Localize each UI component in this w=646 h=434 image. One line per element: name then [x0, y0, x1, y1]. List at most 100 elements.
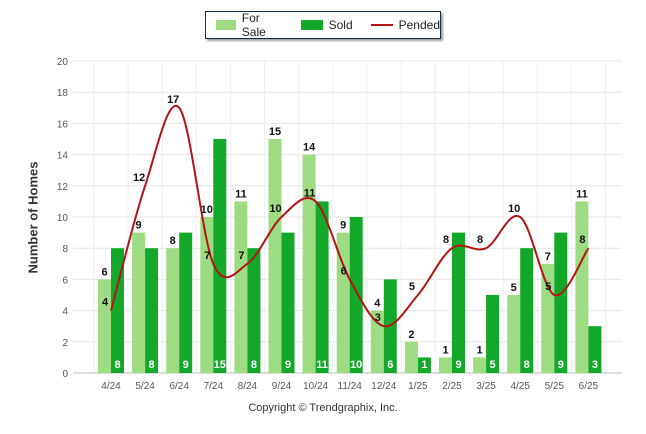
x-tick-label: 10/24	[303, 381, 328, 392]
for-sale-value-label: 10	[201, 204, 213, 216]
pended-value-label: 3	[375, 312, 381, 324]
sold-swatch	[300, 20, 323, 30]
sold-value-label: 9	[183, 359, 189, 371]
pended-line	[110, 104, 590, 328]
x-tick-label: 4/25	[510, 381, 530, 392]
x-tick-label: 6/24	[169, 381, 189, 392]
for-sale-value-label: 5	[511, 282, 517, 294]
legend-pended[interactable]: Pended	[370, 18, 440, 32]
for-sale-bar	[507, 295, 521, 373]
pended-value-label: 10	[269, 203, 281, 215]
bars	[98, 139, 602, 373]
x-tick-label: 5/24	[135, 381, 155, 392]
for-sale-value-label: 11	[576, 188, 588, 200]
y-tick-label: 6	[62, 275, 68, 286]
x-tick-label: 9/24	[272, 381, 292, 392]
for-sale-value-label: 11	[235, 188, 247, 200]
for-sale-value-label: 9	[136, 220, 142, 232]
sold-value-label: 15	[214, 359, 226, 371]
x-tick-label: 1/25	[408, 381, 428, 392]
x-tick-label: 2/25	[442, 381, 462, 392]
for-sale-value-label: 4	[374, 298, 381, 310]
sold-bar	[554, 232, 568, 373]
pended-value-label: 8	[477, 234, 483, 246]
sold-value-label: 3	[592, 359, 598, 371]
for-sale-bar	[234, 201, 248, 373]
pended-value-label: 8	[443, 234, 449, 246]
sold-bar	[145, 248, 159, 373]
for-sale-value-label: 6	[101, 266, 107, 278]
copyright-credit: Copyright © Trendgraphix, Inc.	[248, 402, 398, 414]
for-sale-value-label: 2	[408, 329, 414, 341]
y-tick-label: 18	[57, 88, 69, 99]
sold-value-label: 9	[285, 359, 291, 371]
y-tick-label: 10	[57, 213, 69, 224]
y-tick-label: 14	[57, 151, 69, 162]
sold-value-label: 8	[114, 359, 120, 371]
pended-value-label: 11	[304, 187, 316, 199]
y-tick-label: 12	[57, 182, 69, 193]
for-sale-value-label: 1	[477, 344, 483, 356]
for-sale-value-label: 14	[303, 142, 316, 154]
for-sale-bar	[98, 279, 111, 373]
sold-bar	[179, 232, 193, 373]
y-tick-label: 16	[57, 119, 69, 130]
x-tick-label: 8/24	[238, 381, 258, 392]
pended-value-label: 17	[167, 94, 179, 106]
legend-sold-label: Sold	[328, 18, 353, 32]
sold-value-label: 1	[421, 359, 427, 371]
x-tick-label: 7/24	[204, 381, 224, 392]
legend-for-sale[interactable]: For Sale	[216, 11, 283, 39]
for-sale-value-label: 9	[340, 220, 346, 232]
y-tick-label: 8	[62, 244, 68, 255]
pended-value-label: 7	[204, 250, 210, 262]
pended-value-label: 4	[102, 297, 109, 309]
for-sale-swatch	[216, 20, 236, 30]
sold-bar	[520, 248, 534, 373]
y-axis-label: Number of Homes	[25, 161, 41, 274]
x-tick-label: 3/25	[476, 381, 496, 392]
x-tick-label: 6/25	[579, 381, 599, 392]
pended-value-label: 6	[341, 265, 347, 277]
pended-swatch	[370, 24, 393, 26]
pended-value-label: 12	[133, 172, 145, 184]
sold-bar	[247, 248, 261, 373]
sold-value-label: 9	[558, 359, 564, 371]
sold-value-label: 6	[387, 359, 393, 371]
for-sale-bar	[132, 232, 146, 373]
sold-bar	[213, 139, 227, 373]
sold-bar	[588, 326, 602, 373]
sold-value-label: 10	[350, 359, 362, 371]
sold-value-label: 8	[251, 359, 257, 371]
for-sale-bar	[302, 154, 316, 373]
sold-bar	[417, 357, 431, 373]
grid-lines	[73, 60, 622, 374]
x-tick-label: 11/24	[338, 381, 363, 392]
x-tick-label: 4/24	[101, 381, 121, 392]
for-sale-bar	[268, 139, 282, 373]
for-sale-bar	[439, 357, 452, 373]
sold-bar	[486, 295, 500, 373]
sold-bar	[281, 232, 295, 373]
legend-pended-label: Pended	[398, 18, 440, 32]
sold-bar	[452, 232, 465, 373]
pended-value-label: 7	[238, 250, 244, 262]
pended-value-label: 5	[409, 281, 415, 293]
for-sale-value-label: 7	[545, 251, 551, 263]
sold-value-label: 5	[490, 359, 496, 371]
sold-value-label: 8	[524, 359, 530, 371]
for-sale-value-label: 1	[442, 344, 448, 356]
data-labels: 6898891015118159141191046211915587911341…	[101, 94, 598, 371]
pended-series-line	[110, 104, 590, 328]
pended-value-label: 10	[508, 203, 520, 215]
for-sale-bar	[575, 201, 589, 373]
for-sale-bar	[336, 232, 350, 373]
sold-value-label: 8	[149, 359, 155, 371]
y-tick-label: 2	[62, 338, 68, 349]
sold-bar	[349, 217, 363, 373]
legend-sold[interactable]: Sold	[300, 18, 353, 32]
for-sale-value-label: 8	[170, 235, 176, 247]
for-sale-value-label: 15	[269, 126, 281, 138]
